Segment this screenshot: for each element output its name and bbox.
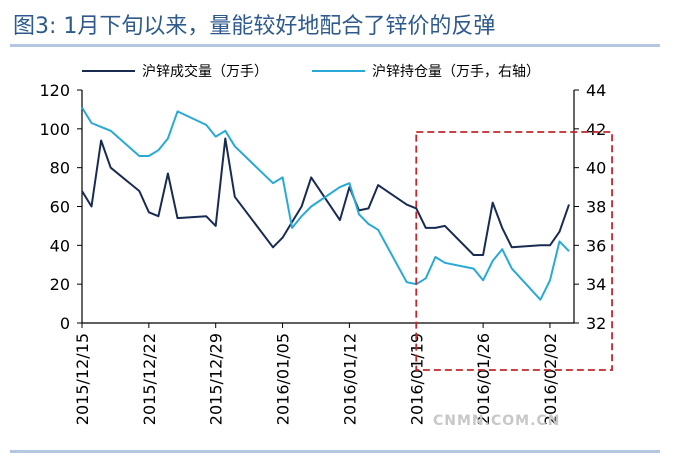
left-tick-label: 100 xyxy=(39,120,70,139)
right-tick-label: 32 xyxy=(586,314,606,333)
right-tick-label: 36 xyxy=(586,236,606,255)
right-tick-label: 42 xyxy=(586,120,606,139)
title-rule xyxy=(10,44,660,47)
x-tick-label: 2016/01/12 xyxy=(340,333,359,425)
highlight-layer xyxy=(415,131,613,371)
left-tick-label: 20 xyxy=(50,275,70,294)
x-tick-label: 2016/01/26 xyxy=(474,333,493,425)
watermark: CNMN.COM.CN xyxy=(433,413,561,429)
right-tick-label: 44 xyxy=(586,81,606,100)
x-tick-label: 2015/12/15 xyxy=(73,333,92,425)
legend-label-volume: 沪锌成交量（万手） xyxy=(142,63,268,80)
right-tick-label: 34 xyxy=(586,275,606,294)
left-tick-label: 60 xyxy=(50,198,70,217)
x-tick-label: 2016/02/02 xyxy=(541,333,560,425)
left-axis-ticks: 0 20 40 60 80 100 120 xyxy=(39,81,82,333)
bottom-rule xyxy=(10,450,660,453)
right-tick-label: 38 xyxy=(586,198,606,217)
x-tick-label: 2016/01/19 xyxy=(407,333,426,425)
legend: 沪锌成交量（万手） 沪锌持仓量（万手，右轴） xyxy=(82,63,540,80)
highlight-box xyxy=(415,131,613,371)
series-line-volume xyxy=(81,137,570,256)
left-tick-label: 80 xyxy=(50,159,70,178)
series-layer xyxy=(81,106,570,301)
series-line-open-interest xyxy=(81,106,570,301)
axes xyxy=(81,90,575,324)
chart-title: 图3: 1月下旬以来，量能较好地配合了锌价的反弹 xyxy=(13,14,496,39)
x-axis-ticks: 2015/12/15 2015/12/22 2015/12/29 2016/01/05… xyxy=(73,323,560,425)
left-tick-label: 40 xyxy=(50,236,70,255)
right-tick-label: 40 xyxy=(586,159,606,178)
legend-label-open-interest: 沪锌持仓量（万手，右轴） xyxy=(372,64,540,80)
x-tick-label: 2015/12/22 xyxy=(140,333,159,425)
x-tick-label: 2016/01/05 xyxy=(274,333,293,425)
right-axis-ticks: 32 34 36 38 40 42 44 xyxy=(574,81,606,333)
left-tick-label: 0 xyxy=(60,314,70,333)
left-tick-label: 120 xyxy=(39,81,70,100)
x-tick-label: 2015/12/29 xyxy=(207,333,226,425)
